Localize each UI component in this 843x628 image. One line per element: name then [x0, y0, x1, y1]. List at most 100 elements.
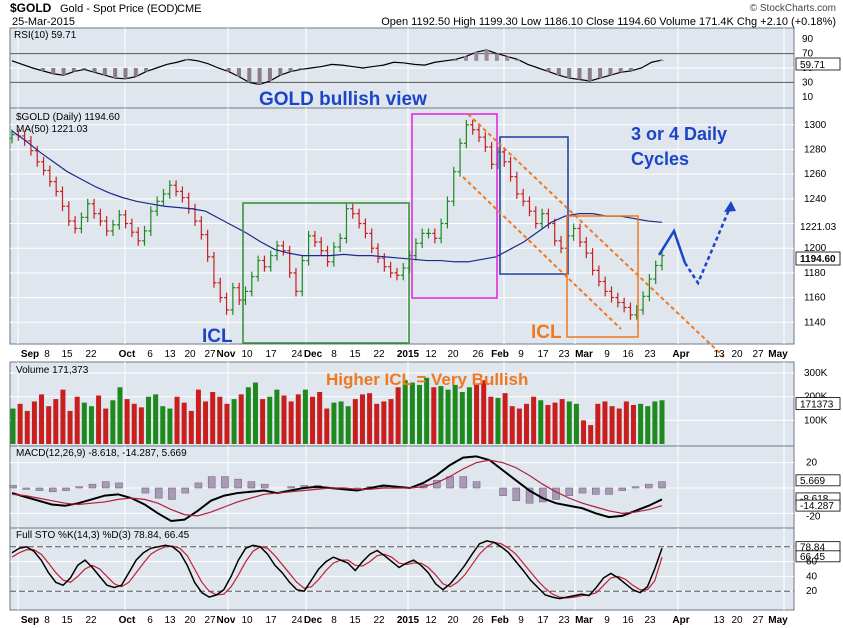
volume-bar: [245, 387, 251, 444]
volume-bar: [516, 408, 522, 444]
price-tick-label: 1260: [804, 169, 827, 180]
annotation-title: GOLD bullish view: [259, 89, 427, 110]
x-tick-label: 20: [447, 615, 459, 626]
volume-bar: [495, 397, 501, 444]
x-tick-label: 12: [425, 349, 437, 360]
volume-bar: [96, 395, 102, 444]
macd-tick-label: -20: [806, 511, 821, 522]
volume-bar: [17, 403, 23, 444]
volume-bar: [10, 408, 16, 444]
volume-bar: [274, 389, 280, 444]
symbol-title: $GOLD: [10, 1, 52, 15]
projection-dashed: [683, 204, 733, 286]
x-tick-label: 17: [537, 349, 549, 360]
macd-histogram-bar: [499, 487, 507, 496]
x-tick-label: 17: [537, 615, 549, 626]
x-tick-label: 27: [752, 615, 764, 626]
volume-bar: [367, 393, 373, 444]
volume-bar: [659, 400, 665, 444]
macd-histogram-bar: [658, 481, 666, 489]
volume-bar: [24, 410, 30, 444]
volume-last-label: 171373: [800, 400, 834, 411]
volume-bar: [431, 387, 437, 444]
x-tick-label: 8: [44, 349, 50, 360]
macd-histogram-bar: [565, 487, 574, 496]
x-tick-label: 8: [331, 615, 337, 626]
volume-bar: [616, 408, 622, 444]
macd-value-label: -14.287: [800, 501, 834, 512]
x-tick-label: 22: [85, 615, 97, 626]
macd-histogram-bar: [592, 487, 600, 495]
macd-histogram-bar: [459, 476, 468, 489]
volume-bar: [181, 402, 187, 444]
macd-histogram-bar: [115, 482, 123, 489]
macd-histogram-bar: [181, 487, 189, 494]
price-tick-label: 1240: [804, 194, 827, 205]
sto-value-label: 66.45: [800, 552, 825, 563]
x-tick-label: 15: [349, 349, 361, 360]
x-tick-label: Sep: [21, 615, 39, 626]
x-tick-label: Apr: [672, 615, 689, 626]
volume-bar: [638, 403, 644, 444]
x-tick-label: 22: [85, 349, 97, 360]
x-tick-label: 23: [558, 349, 570, 360]
volume-bar: [302, 389, 308, 444]
x-tick-label: 26: [472, 349, 484, 360]
volume-bar: [146, 396, 152, 444]
volume-bar: [260, 399, 266, 444]
price-tick-label: 1300: [804, 120, 827, 131]
x-tick-label: 17: [265, 615, 277, 626]
volume-bar: [466, 387, 472, 444]
chart-date: 25-Mar-2015: [12, 16, 75, 28]
x-tick-label: 2015: [397, 615, 420, 626]
volume-bar: [573, 403, 579, 444]
projection-arrowhead: [724, 201, 736, 212]
volume-bar: [352, 399, 358, 444]
volume-tick-label: 100K: [804, 415, 828, 426]
volume-bar: [509, 406, 515, 444]
x-tick-label: 20: [184, 349, 196, 360]
volume-bar: [203, 401, 209, 444]
volume-bar: [331, 402, 337, 444]
x-tick-label: 13: [164, 615, 176, 626]
sto-value-label: 78.84: [800, 543, 825, 554]
decline-box: [499, 136, 569, 275]
x-tick-label: 13: [713, 349, 725, 360]
macd-line: [11, 455, 663, 522]
volume-bar: [609, 406, 615, 444]
sto-k-line: [11, 540, 663, 600]
x-tick-label: 20: [184, 615, 196, 626]
volume-bar: [160, 406, 166, 444]
x-tick-label: Mar: [575, 349, 593, 360]
macd-histogram-bar: [260, 483, 269, 489]
macd-histogram-bar: [539, 487, 547, 503]
x-tick-label: May: [768, 615, 788, 626]
volume-bar: [566, 401, 572, 444]
volume-bar: [210, 392, 216, 444]
macd-histogram-bar: [605, 487, 613, 495]
volume-bar: [595, 403, 601, 444]
volume-bar: [281, 395, 287, 444]
volume-bar: [131, 403, 137, 444]
macd-histogram-bar: [101, 481, 110, 489]
x-tick-label: 8: [44, 615, 50, 626]
macd-histogram-bar: [234, 478, 242, 489]
price-tick-label: 1280: [804, 144, 827, 155]
volume-bar: [324, 408, 330, 444]
x-tick-label: 13: [164, 349, 176, 360]
price-last-label: 1194.60: [800, 254, 836, 265]
volume-bar: [295, 394, 301, 444]
volume-bar: [374, 403, 380, 444]
annotation-icl-right: ICL: [531, 322, 562, 343]
macd-histogram-bar: [194, 482, 203, 489]
ma50-line: [11, 130, 663, 263]
x-tick-label: 9: [518, 349, 524, 360]
x-tick-label: 22: [373, 349, 385, 360]
volume-bar: [81, 402, 87, 444]
macd-histogram-bar: [446, 476, 454, 489]
rsi-tick-label: 10: [802, 92, 814, 103]
volume-bar: [138, 407, 144, 444]
volume-bar: [630, 405, 636, 444]
price-tick-label: 1160: [804, 293, 826, 304]
volume-bar: [267, 396, 273, 444]
